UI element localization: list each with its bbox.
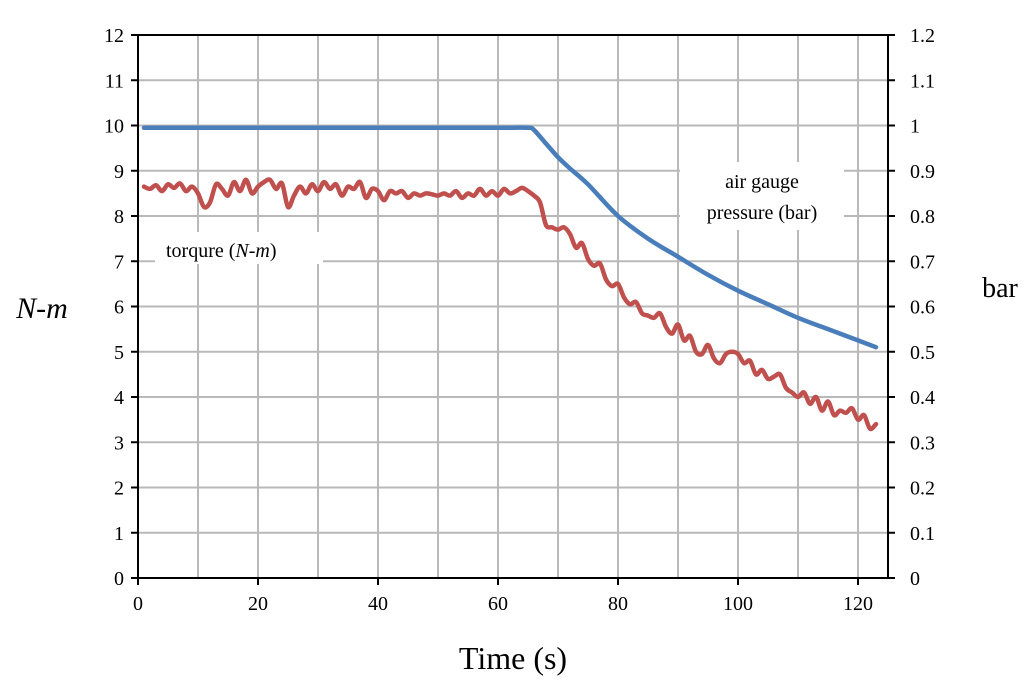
torque-annotation: torqure (N-m)	[155, 232, 323, 264]
y-left-tick-label: 8	[114, 206, 124, 228]
y-right-tick-label: 0.5	[910, 342, 935, 364]
y-right-tick-label: 1.1	[910, 70, 935, 92]
y-left-tick-label: 6	[114, 297, 124, 319]
y-left-tick-label: 12	[104, 25, 124, 47]
pressure-annotation-line2: pressure (bar)	[707, 202, 818, 224]
y-left-tick-label: 5	[114, 342, 124, 364]
x-tick-label: 80	[608, 593, 628, 615]
pressure-annotation-bg	[680, 162, 844, 230]
x-tick-label: 120	[843, 593, 873, 615]
y-right-axis-title: bar	[982, 273, 1018, 304]
y-left-tick-label: 9	[114, 161, 124, 183]
y-left-tick-label: 3	[114, 432, 124, 454]
y-left-tick-label: 4	[114, 387, 124, 409]
y-right-tick-label: 0.8	[910, 206, 935, 228]
y-right-tick-label: 0.3	[910, 432, 935, 454]
series-layer	[141, 125, 879, 432]
y-left-axis-title: N-m	[15, 292, 68, 325]
pressure-annotation-line1: air gauge	[725, 171, 799, 193]
y-left-tick-label: 11	[105, 70, 124, 92]
pressure-annotation: air gauge pressure (bar)	[680, 162, 844, 230]
ticks: 012345678910111200.10.20.30.40.50.60.70.…	[104, 25, 935, 615]
y-right-tick-label: 0.6	[910, 297, 935, 319]
x-tick-label: 0	[133, 593, 143, 615]
series-line-torque	[141, 177, 879, 432]
series-line-pressure	[141, 125, 879, 350]
x-tick-label: 20	[248, 593, 268, 615]
x-tick-label: 100	[723, 593, 753, 615]
grid	[138, 35, 888, 578]
y-right-tick-label: 0	[910, 568, 920, 590]
y-left-tick-label: 7	[114, 251, 124, 273]
x-axis-title: Time (s)	[459, 640, 567, 676]
y-right-tick-label: 0.1	[910, 523, 935, 545]
y-right-tick-label: 0.9	[910, 161, 935, 183]
y-right-tick-label: 0.7	[910, 251, 935, 273]
x-tick-label: 40	[368, 593, 388, 615]
y-left-tick-label: 0	[114, 568, 124, 590]
torque-annotation-text: torqure (N-m)	[166, 240, 277, 262]
y-right-tick-label: 1	[910, 116, 920, 138]
y-left-tick-label: 2	[114, 478, 124, 500]
torque-annotation-bg	[155, 232, 323, 264]
x-tick-label: 60	[488, 593, 508, 615]
y-left-tick-label: 1	[114, 523, 124, 545]
y-right-tick-label: 1.2	[910, 25, 935, 47]
y-left-tick-label: 10	[104, 116, 124, 138]
y-right-tick-label: 0.2	[910, 478, 935, 500]
y-right-tick-label: 0.4	[910, 387, 935, 409]
